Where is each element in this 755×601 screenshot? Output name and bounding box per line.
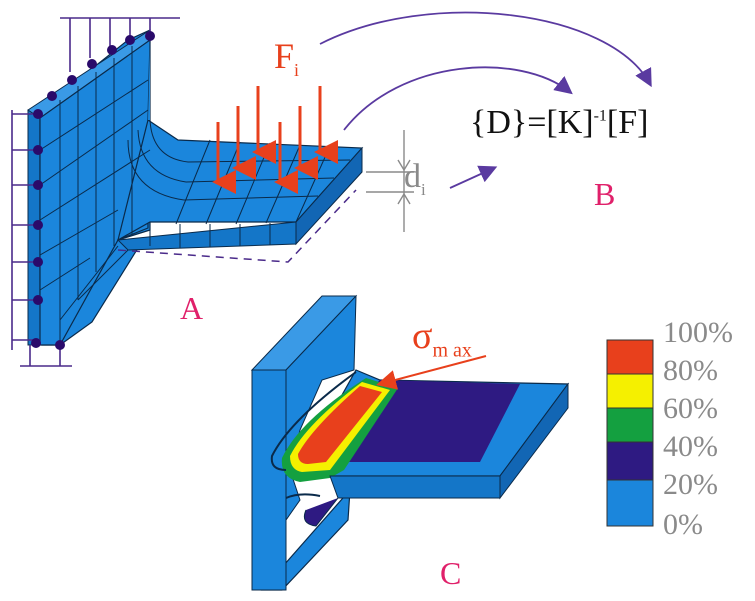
displacement-label: di [404,160,426,198]
displacement-dimension [366,130,414,232]
sigma-max-label: σm ax [412,317,472,361]
legend-swatch-100 [606,339,654,375]
equation-exponent: -1 [593,107,607,125]
stiffness-equation: {D}=[K]-1[F] [470,106,648,140]
support-nodes [31,31,155,350]
label-part-b: B [594,176,616,212]
legend-swatch-80 [606,373,654,409]
stress-legend-bar [606,339,654,527]
legend-label-100: 100% [663,316,733,349]
force-label: Fi [274,38,299,79]
displacement-subscript: i [421,179,426,199]
sigma-max-pointer [376,355,487,390]
legend-label-20: 20% [663,468,718,501]
legend-label-80: 80% [663,354,718,387]
legend-label-0: 0% [663,508,703,541]
force-subscript: i [294,60,300,81]
legend-label-60: 60% [663,392,718,425]
legend-swatch-40 [606,441,654,481]
equation-lhs: {D}=[K] [470,104,594,141]
sigma-symbol: σ [412,315,433,357]
equation-rhs: [F] [606,104,649,141]
stress-model [250,294,570,591]
sigma-subscript: m ax [432,339,472,362]
legend-swatch-60 [606,407,654,443]
legend-swatch-20 [606,479,654,527]
legend-label-40: 40% [663,430,718,463]
label-part-c: C [440,555,462,591]
force-arrows [212,86,338,194]
flow-arrows [319,11,652,189]
displacement-symbol: d [404,158,421,195]
label-part-a: A [180,290,204,326]
force-symbol: F [274,36,295,76]
